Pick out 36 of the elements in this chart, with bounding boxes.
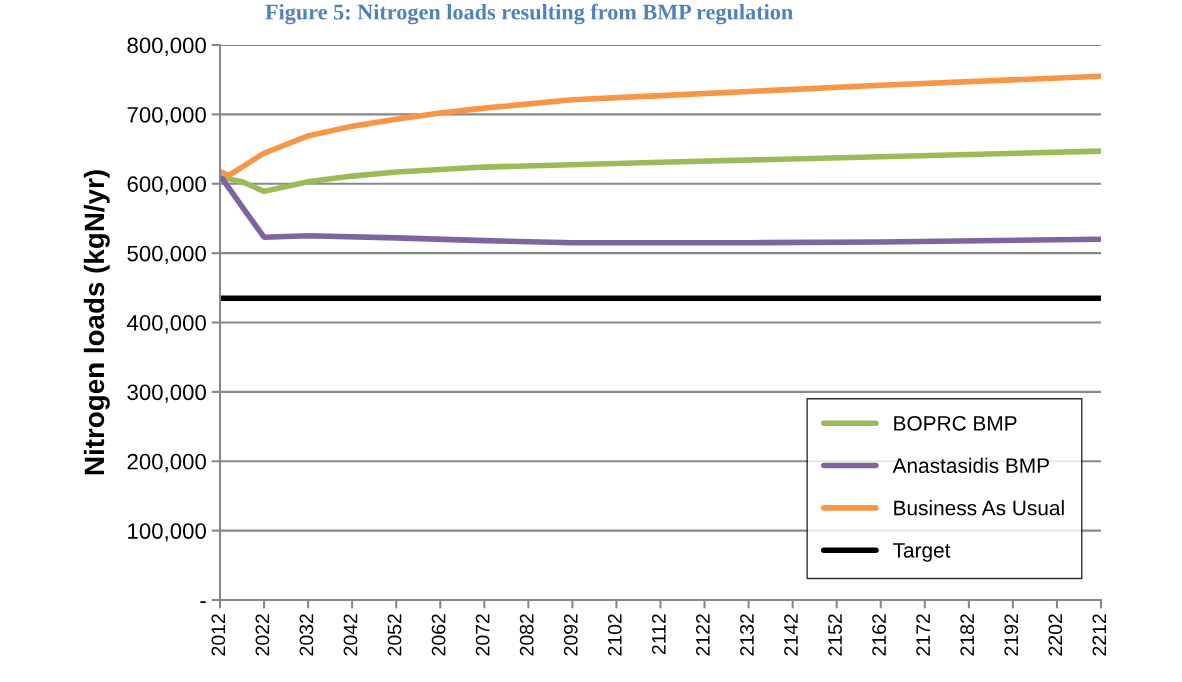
x-tick-label: 2112 — [651, 614, 666, 655]
x-tick-label: 2052 — [387, 614, 402, 656]
legend-label: Business As Usual — [894, 500, 1064, 516]
x-tick-label: 2192 — [1004, 614, 1019, 656]
x-tick-label: 2042 — [343, 614, 358, 656]
legend-label: Anastasidis BMP — [892, 457, 1049, 474]
x-tick-label: 2022 — [255, 614, 270, 656]
x-tick-label: 2072 — [475, 614, 490, 656]
y-axis-title: Nitrogen loads (kgN/yr) — [83, 170, 110, 475]
x-tick-label: 2062 — [431, 614, 446, 656]
y-tick-label: 700,000 — [127, 106, 206, 126]
x-tick-label: 2122 — [696, 614, 710, 656]
x-tick-label: 2152 — [828, 614, 842, 656]
x-tick-label: 2012 — [211, 614, 226, 656]
x-tick-label: 2172 — [916, 614, 930, 656]
y-tick-label: 300,000 — [127, 384, 206, 403]
y-tick-label: 600,000 — [127, 176, 206, 195]
y-tick-label: 800,000 — [127, 37, 206, 56]
chart-title: Figure 5: Nitrogen loads resulting from BMP regulation — [265, 3, 793, 25]
y-tick-label: - — [200, 601, 206, 604]
x-tick-label: 2162 — [872, 614, 886, 656]
x-tick-label: 2142 — [784, 614, 798, 656]
x-tick-label: 2082 — [519, 614, 534, 656]
x-tick-label: 2132 — [740, 614, 754, 656]
x-tick-label: 2202 — [1048, 614, 1063, 656]
x-tick-label: 2102 — [607, 614, 622, 656]
y-tick-label: 500,000 — [127, 245, 206, 265]
y-tick-label: 100,000 — [128, 523, 206, 542]
legend-label: Target — [893, 543, 951, 562]
x-tick-label: 2182 — [960, 614, 975, 656]
legend-label: BOPRC BMP — [894, 415, 1017, 431]
x-tick-label: 2212 — [1092, 614, 1107, 656]
y-tick-label: 200,000 — [127, 453, 206, 473]
x-tick-label: 2032 — [299, 614, 314, 656]
y-tick-label: 400,000 — [127, 315, 206, 334]
x-tick-label: 2092 — [563, 614, 578, 656]
